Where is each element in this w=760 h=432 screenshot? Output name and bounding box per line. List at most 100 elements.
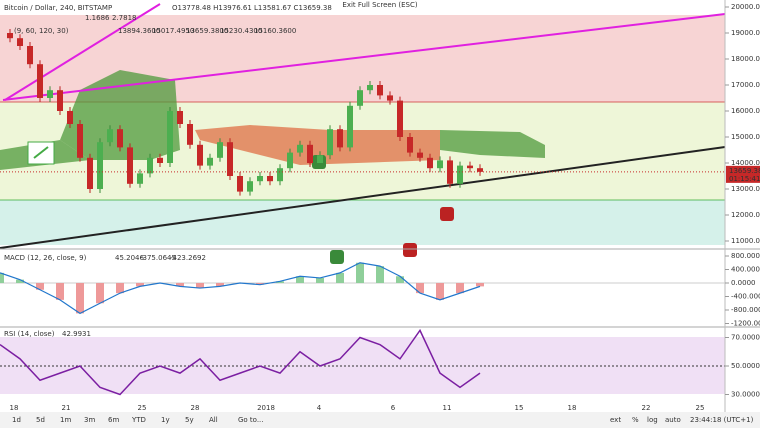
candle (407, 137, 413, 153)
range-button[interactable]: 1d (12, 416, 21, 424)
price-tick-label: 18000.0000 (731, 55, 760, 63)
candle (187, 124, 193, 145)
candle (397, 100, 403, 137)
clock: 23:44:18 (UTC+1) (690, 416, 754, 424)
extra: 1.1686 (85, 14, 110, 22)
macd-value: -423.2692 (170, 254, 206, 262)
range-button[interactable]: YTD (131, 416, 146, 424)
candle (257, 176, 263, 182)
macd-hist (456, 283, 464, 294)
price-tick-label: 19000.0000 (731, 29, 760, 37)
candle (117, 129, 123, 148)
candle (387, 95, 393, 101)
cloud (195, 125, 440, 165)
range-button[interactable]: 5y (185, 416, 194, 424)
macd-hist (136, 283, 144, 287)
candle (337, 129, 343, 148)
candle (227, 142, 233, 176)
rsi-tick-label: 30.0000 (731, 391, 760, 399)
ohlc: O13778.48 H13976.61 L13581.67 C13659.38 (172, 4, 332, 12)
date-label: 18 (568, 404, 577, 412)
price-tick-label: 11000.0000 (731, 237, 760, 245)
symbol: Bitcoin / Dollar, 240, BITSTAMP (4, 4, 112, 12)
cloud (440, 130, 545, 158)
candle (297, 144, 303, 153)
date-label: 4 (317, 404, 322, 412)
rsi-value: 42.9931 (62, 330, 91, 338)
candle (247, 181, 253, 192)
macd-hist (0, 272, 4, 283)
candle (157, 157, 163, 163)
macd-hist (116, 283, 124, 294)
candle (307, 144, 313, 163)
candle (17, 38, 23, 46)
candle (287, 152, 293, 169)
macd-hist (476, 283, 484, 287)
cloud (60, 70, 180, 160)
candle (107, 129, 113, 143)
macd-hist (16, 279, 24, 283)
macd-tick-label: 0.0000 (731, 279, 756, 287)
trend-line (2, 13, 726, 101)
extra: 2.7818 (112, 14, 137, 22)
trend-line (4, 3, 161, 101)
candle (237, 176, 243, 192)
macd-hist (416, 283, 424, 294)
date-label: 25 (138, 404, 147, 412)
macd-tick-label: -1200.0000 (731, 320, 760, 328)
option-button[interactable]: % (632, 416, 639, 424)
macd-hist (76, 283, 84, 314)
range-button[interactable]: 3m (84, 416, 95, 424)
date-label: 28 (191, 404, 200, 412)
range-button[interactable]: 6m (108, 416, 119, 424)
rsi-tick-label: 70.0000 (731, 334, 760, 342)
ichimoku-value: 15160.3600 (254, 27, 296, 35)
price-tick-label: 13000.0000 (731, 185, 760, 193)
candle (27, 46, 33, 65)
macd-label: MACD (12, 26, close, 9) (4, 254, 87, 262)
ichimoku-value: 13659.3800 (186, 27, 228, 35)
candle (197, 144, 203, 166)
macd-hist (56, 283, 64, 300)
price-tick-label: 15000.0000 (731, 133, 760, 141)
macd-value: 45.2046 (115, 254, 144, 262)
option-button[interactable]: log (647, 416, 658, 424)
macd-line (0, 262, 481, 315)
range-button[interactable]: 1y (161, 416, 170, 424)
ichimoku-value: 13894.3600 (118, 27, 160, 35)
price-tick-label: 14000.0000 (731, 159, 760, 167)
macd-tick-label: -800.0000 (731, 306, 760, 314)
candle (477, 168, 483, 172)
exit-fullscreen[interactable]: Exit Full Screen (ESC) (342, 1, 417, 9)
candle (427, 157, 433, 169)
macd-hist (36, 283, 44, 290)
ichimoku-value: 15017.4950 (152, 27, 194, 35)
range-button[interactable]: All (209, 416, 218, 424)
macd-hist (356, 262, 364, 283)
macd-hist (336, 272, 344, 283)
option-button[interactable]: ext (610, 416, 621, 424)
candle (277, 168, 283, 182)
macd-hist (176, 283, 184, 287)
macd-hist (396, 276, 404, 283)
candle (207, 157, 213, 166)
candle (177, 111, 183, 124)
date-label: 11 (443, 404, 452, 412)
candle (317, 155, 323, 163)
macd-hist (436, 283, 444, 300)
last-price-tag (726, 165, 760, 183)
macd-tick-label: 400.0000 (731, 266, 760, 274)
macd-hist (276, 281, 284, 283)
candle (67, 111, 73, 124)
range-button[interactable]: Go to... (238, 416, 264, 424)
ichimoku-value: 15230.4300 (220, 27, 262, 35)
candle (47, 90, 53, 98)
candle (127, 147, 133, 184)
candle (147, 157, 153, 174)
candle (97, 142, 103, 189)
range-button[interactable]: 5d (36, 416, 45, 424)
range-button[interactable]: 1m (60, 416, 71, 424)
option-button[interactable]: auto (665, 416, 681, 424)
candle (377, 85, 383, 96)
